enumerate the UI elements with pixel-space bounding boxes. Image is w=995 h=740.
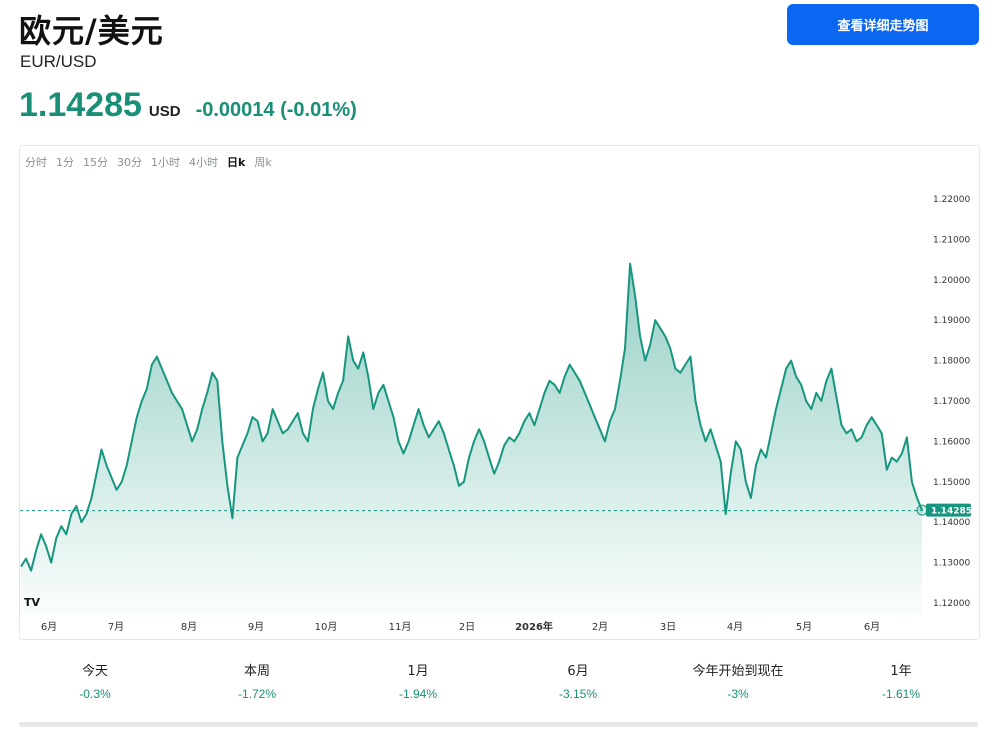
view-detail-chart-button[interactable]: 查看详细走势图 <box>787 4 979 45</box>
y-tick-label: 1.15000 <box>933 478 970 488</box>
currency-pair-code: EUR/USD <box>20 52 97 71</box>
stat-value: -1.61% <box>881 687 921 701</box>
interval-tabs: 分时 1分 15分 30分 1小时 4小时 日k 周k <box>25 154 281 170</box>
y-tick-label: 1.21000 <box>933 235 970 245</box>
y-tick-label: 1.14000 <box>933 518 970 528</box>
tab-interval-1hour[interactable]: 1小时 <box>151 156 180 169</box>
chart-panel: 分时 1分 15分 30分 1小时 4小时 日k 周k 1.22000 1.210… <box>19 145 980 640</box>
x-tick-label: 2日 <box>459 622 475 633</box>
y-tick-label: 1.12000 <box>933 599 970 609</box>
y-tick-label: 1.19000 <box>933 316 970 326</box>
tradingview-logo-icon[interactable]: TV <box>24 596 41 609</box>
price-area-fill <box>21 263 922 614</box>
price-change: -0.00014 (-0.01%) <box>195 99 357 121</box>
y-tick-label: 1.22000 <box>933 195 970 205</box>
y-tick-label: 1.16000 <box>933 437 970 447</box>
x-tick-label: 2月 <box>592 621 608 633</box>
x-tick-label: 6月 <box>41 621 57 633</box>
x-tick-label: 10月 <box>315 621 338 633</box>
tab-interval-4hour[interactable]: 4小时 <box>189 156 218 169</box>
bottom-divider <box>19 722 978 727</box>
price-unit: USD <box>148 103 181 120</box>
x-tick-label: 11月 <box>389 621 412 633</box>
y-tick-label: 1.20000 <box>933 276 970 286</box>
stat-value: -0.3% <box>79 687 111 701</box>
stat-label: 1年 <box>890 664 912 679</box>
x-tick-label: 4月 <box>727 621 743 633</box>
stat-week: 本周 -1.72% <box>187 660 327 701</box>
tab-interval-15min[interactable]: 15分 <box>83 156 108 169</box>
stat-value: -1.72% <box>237 687 277 701</box>
last-point-marker <box>916 504 928 516</box>
x-tick-label: 7月 <box>108 621 124 633</box>
stat-ytd: 今年开始到现在 -3% <box>668 660 808 701</box>
tab-interval-1min[interactable]: 1分 <box>56 156 74 169</box>
stat-1month: 1月 -1.94% <box>348 660 488 701</box>
page-title: 欧元/美元 <box>19 12 164 50</box>
stat-label: 1月 <box>407 664 429 679</box>
price-chart[interactable]: 1.22000 1.21000 1.20000 1.19000 1.18000 1.170… <box>20 146 979 639</box>
stat-value: -3.15% <box>558 687 598 701</box>
y-tick-label: 1.18000 <box>933 357 970 367</box>
x-tick-label: 6月 <box>864 621 880 633</box>
x-tick-label: 3日 <box>660 622 676 633</box>
stat-1year: 1年 -1.61% <box>831 660 971 701</box>
y-tick-label: 1.13000 <box>933 559 970 569</box>
stat-value: -3% <box>727 687 749 701</box>
x-tick-label: 5月 <box>796 621 812 633</box>
current-price-badge-label: 1.14285 <box>931 507 972 517</box>
stat-6month: 6月 -3.15% <box>508 660 648 701</box>
y-tick-label: 1.17000 <box>933 397 970 407</box>
stat-label: 6月 <box>567 664 589 679</box>
tab-interval-weekly[interactable]: 周k <box>254 156 272 169</box>
tab-interval-fenshi[interactable]: 分时 <box>25 156 47 169</box>
performance-stats: 今天 -0.3% 本周 -1.72% 1月 -1.94% 6月 -3.15% 今… <box>19 660 978 710</box>
tab-interval-30min[interactable]: 30分 <box>117 156 142 169</box>
x-tick-label: 8月 <box>181 621 197 633</box>
stat-value: -1.94% <box>398 687 438 701</box>
current-price-badge <box>926 503 971 517</box>
price-line <box>20 262 923 572</box>
price-row: 1.14285 USD -0.00014 (-0.01%) <box>19 86 357 125</box>
stat-today: 今天 -0.3% <box>25 660 165 701</box>
stat-label: 今天 <box>81 664 108 679</box>
stat-label: 今年开始到现在 <box>692 664 784 679</box>
x-tick-label: 9月 <box>248 621 264 633</box>
tab-interval-daily[interactable]: 日k <box>227 156 246 169</box>
stat-label: 本周 <box>243 664 270 679</box>
current-price: 1.14285 <box>19 86 142 124</box>
x-tick-label: 2026年 <box>515 620 553 633</box>
